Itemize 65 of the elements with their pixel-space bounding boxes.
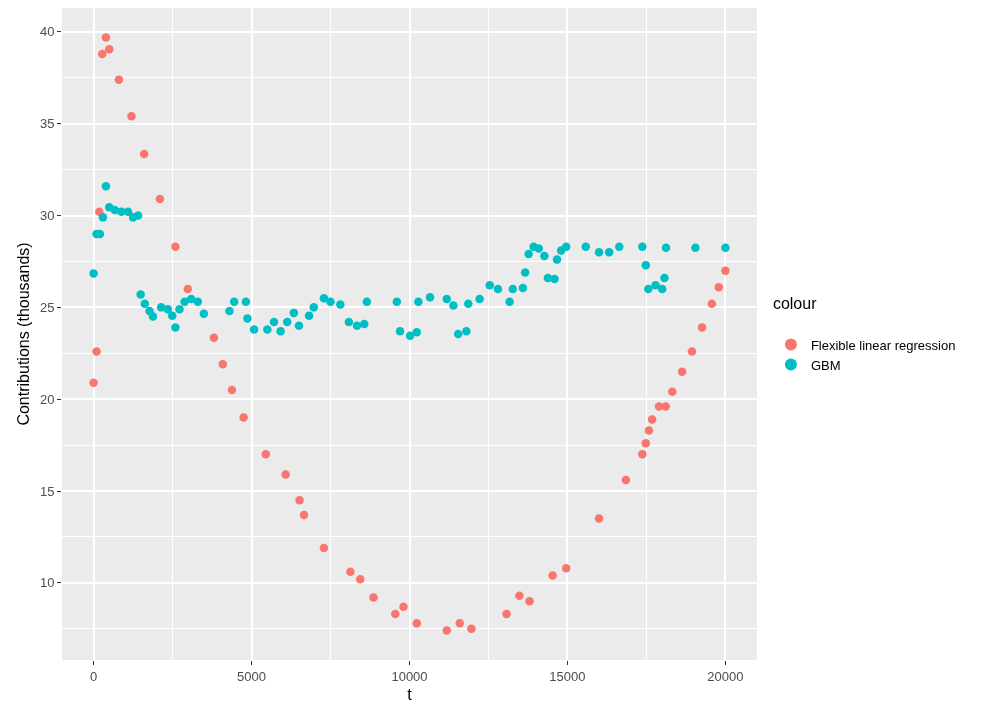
point <box>638 450 647 459</box>
point <box>98 49 107 59</box>
legend-label: Flexible linear regression <box>810 337 956 353</box>
point <box>171 242 180 252</box>
point <box>412 619 422 628</box>
point <box>261 450 271 459</box>
y-tick-label: 10 <box>39 575 55 591</box>
point <box>355 574 365 584</box>
x-tick-label: 5000 <box>237 668 267 684</box>
point <box>467 624 476 634</box>
y-tick-label: 35 <box>39 116 55 132</box>
point <box>515 591 524 600</box>
point <box>661 402 670 411</box>
point <box>442 626 452 635</box>
point <box>114 75 124 84</box>
y-tick-label: 40 <box>39 24 55 40</box>
point <box>621 475 631 485</box>
point <box>721 266 730 275</box>
point <box>139 149 149 159</box>
y-tick-label: 25 <box>39 299 55 315</box>
point <box>707 299 717 308</box>
point <box>641 439 651 448</box>
point <box>687 347 697 356</box>
point <box>644 426 654 435</box>
legend-title: colour <box>772 294 818 312</box>
point <box>281 470 290 479</box>
point <box>295 495 304 505</box>
point <box>127 112 136 121</box>
x-tick-label: 15000 <box>549 668 586 684</box>
y-tick-label: 20 <box>39 391 55 407</box>
point <box>594 514 604 523</box>
point <box>455 619 464 628</box>
point <box>369 593 378 602</box>
point <box>677 367 687 376</box>
y-axis-title: Contributions (thousands) <box>14 242 32 426</box>
point <box>714 282 724 292</box>
point <box>227 385 237 395</box>
point <box>548 571 557 580</box>
point <box>89 378 98 387</box>
point <box>525 596 534 606</box>
point <box>697 323 707 332</box>
point <box>391 609 400 619</box>
y-tick-label: 15 <box>39 483 55 499</box>
point <box>104 45 114 54</box>
point <box>502 609 511 619</box>
point <box>346 567 355 577</box>
point <box>92 347 101 356</box>
x-tick-label: 0 <box>89 668 98 684</box>
point <box>668 387 677 397</box>
point <box>299 510 309 520</box>
point <box>239 413 248 422</box>
x-tick-label: 10000 <box>391 668 428 684</box>
point <box>399 602 408 611</box>
point <box>183 284 192 294</box>
point <box>101 33 111 42</box>
point <box>209 333 219 342</box>
y-tick-label: 30 <box>39 208 55 224</box>
point <box>561 563 571 573</box>
legend-label: GBM <box>810 357 841 373</box>
point <box>647 415 657 424</box>
x-axis-title: t <box>407 686 413 704</box>
point <box>319 543 329 553</box>
point <box>218 360 228 369</box>
point <box>155 194 165 204</box>
x-tick-label: 20000 <box>707 668 744 684</box>
